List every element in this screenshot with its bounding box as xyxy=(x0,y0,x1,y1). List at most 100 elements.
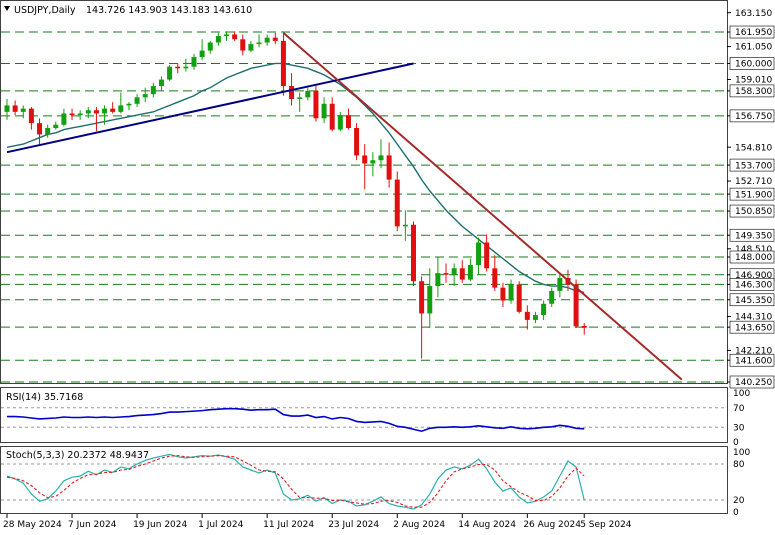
date-label: 11 Jul 2024 xyxy=(263,520,314,530)
bull-candle xyxy=(378,155,384,161)
price-panel xyxy=(0,0,728,384)
price-tick-label: 140.250 xyxy=(735,378,772,388)
bull-candle xyxy=(4,105,10,112)
dropdown-triangle-icon[interactable] xyxy=(4,6,10,11)
bear-candle xyxy=(443,273,449,275)
indicator-tick-label: 0 xyxy=(733,438,739,448)
bear-candle xyxy=(37,123,43,135)
bear-candle xyxy=(516,284,522,312)
resistance-trendline xyxy=(282,32,683,381)
bull-candle xyxy=(427,286,433,314)
price-tick-label: 158.300 xyxy=(735,87,772,97)
bull-candle xyxy=(532,315,538,320)
bull-candle xyxy=(77,113,83,116)
price-tick-label: 160.000 xyxy=(735,60,772,70)
price-tick-label: 152.710 xyxy=(735,177,772,187)
price-tick-label: 161.950 xyxy=(735,28,772,38)
bull-candle xyxy=(224,34,230,37)
stoch-main-line xyxy=(6,453,585,510)
price-tick-label: 153.700 xyxy=(735,161,772,171)
indicator-tick-label: 100 xyxy=(733,389,750,399)
price-tick-label: 146.300 xyxy=(735,281,772,291)
symbol-label: USDJPY,Daily xyxy=(14,5,76,16)
bear-candle xyxy=(232,34,238,40)
stoch-panel xyxy=(0,446,728,514)
price-level-box xyxy=(729,278,775,291)
bear-candle xyxy=(313,90,319,119)
price-level-box xyxy=(729,353,775,367)
bull-candle xyxy=(158,79,164,87)
bull-candle xyxy=(102,108,108,114)
bull-candle xyxy=(53,124,59,128)
price-tick-label: 141.600 xyxy=(735,356,772,366)
bear-candle xyxy=(524,311,530,320)
bear-candle xyxy=(272,37,278,41)
price-tick-label: 161.050 xyxy=(735,43,772,53)
chart-header: USDJPY,Daily 143.726 143.903 143.183 143… xyxy=(4,5,252,16)
price-tick-label: 163.150 xyxy=(735,9,772,19)
price-tick-label: 143.650 xyxy=(735,323,772,333)
price-tick-label: 149.350 xyxy=(735,231,772,241)
bull-candle xyxy=(557,277,563,291)
price-tick-label: 156.750 xyxy=(735,112,772,122)
stoch-title: Stoch(5,3,3) 20.2372 48.9437 xyxy=(6,450,149,461)
price-tick-label: 142.210 xyxy=(735,347,772,357)
bear-candle xyxy=(362,155,368,164)
bear-candle xyxy=(500,287,506,301)
bull-candle xyxy=(199,50,205,58)
bear-candle xyxy=(93,110,99,114)
bull-candle xyxy=(45,127,51,135)
bull-candle xyxy=(134,97,140,104)
rsi-plot: 70 30 0 100 xyxy=(1,389,750,448)
price-tick-label: 159.010 xyxy=(735,76,772,86)
bull-candle xyxy=(264,37,270,43)
bear-candle xyxy=(280,40,286,87)
date-label: 2 Aug 2024 xyxy=(393,520,445,530)
price-level-box xyxy=(729,109,775,123)
price-level-box xyxy=(729,228,775,242)
date-label: 23 Jul 2024 xyxy=(328,520,379,530)
price-tick-label: 148.000 xyxy=(735,253,772,263)
bear-candle xyxy=(175,66,181,69)
bear-candle xyxy=(386,155,392,180)
bull-candle xyxy=(476,242,482,266)
price-level-box xyxy=(729,158,775,172)
price-tick-label: 150.850 xyxy=(735,207,772,217)
bull-candle xyxy=(20,108,26,112)
indicator-tick-label: 100 xyxy=(733,448,750,458)
bear-candle xyxy=(581,325,587,328)
price-level-box xyxy=(729,250,775,264)
bull-candle xyxy=(167,66,173,80)
date-label: 14 Aug 2024 xyxy=(458,520,516,530)
bull-candle xyxy=(508,284,514,301)
bull-candle xyxy=(207,42,213,51)
support-trendline xyxy=(6,62,414,154)
price-level-box xyxy=(729,57,775,70)
bull-candle xyxy=(142,94,148,98)
price-level-lines xyxy=(1,31,727,383)
bear-candle xyxy=(28,108,34,124)
bull-candle xyxy=(118,105,124,112)
bull-candle xyxy=(85,110,91,114)
bull-candle xyxy=(435,273,441,287)
price-level-box xyxy=(729,25,775,39)
bear-candle xyxy=(492,268,498,288)
bear-candle xyxy=(419,281,425,314)
price-tick-label: 146.900 xyxy=(735,271,772,281)
ohlc-values: 143.726 143.903 143.183 143.610 xyxy=(86,5,252,16)
price-tick-label: 145.350 xyxy=(735,296,772,306)
bull-candle xyxy=(126,103,132,106)
stoch-signal-line xyxy=(6,455,585,508)
indicator-tick-label: 30 xyxy=(733,424,745,434)
price-tick-label: 148.510 xyxy=(735,245,772,255)
price-level-box xyxy=(729,84,775,98)
bear-candle xyxy=(329,103,335,130)
bear-candle xyxy=(69,113,75,116)
trendlines xyxy=(6,32,683,381)
price-level-box xyxy=(729,375,775,389)
price-level-box xyxy=(729,293,775,307)
bull-candle xyxy=(297,97,303,99)
bull-candle xyxy=(370,160,376,164)
date-label: 26 Aug 2024 xyxy=(523,520,581,530)
